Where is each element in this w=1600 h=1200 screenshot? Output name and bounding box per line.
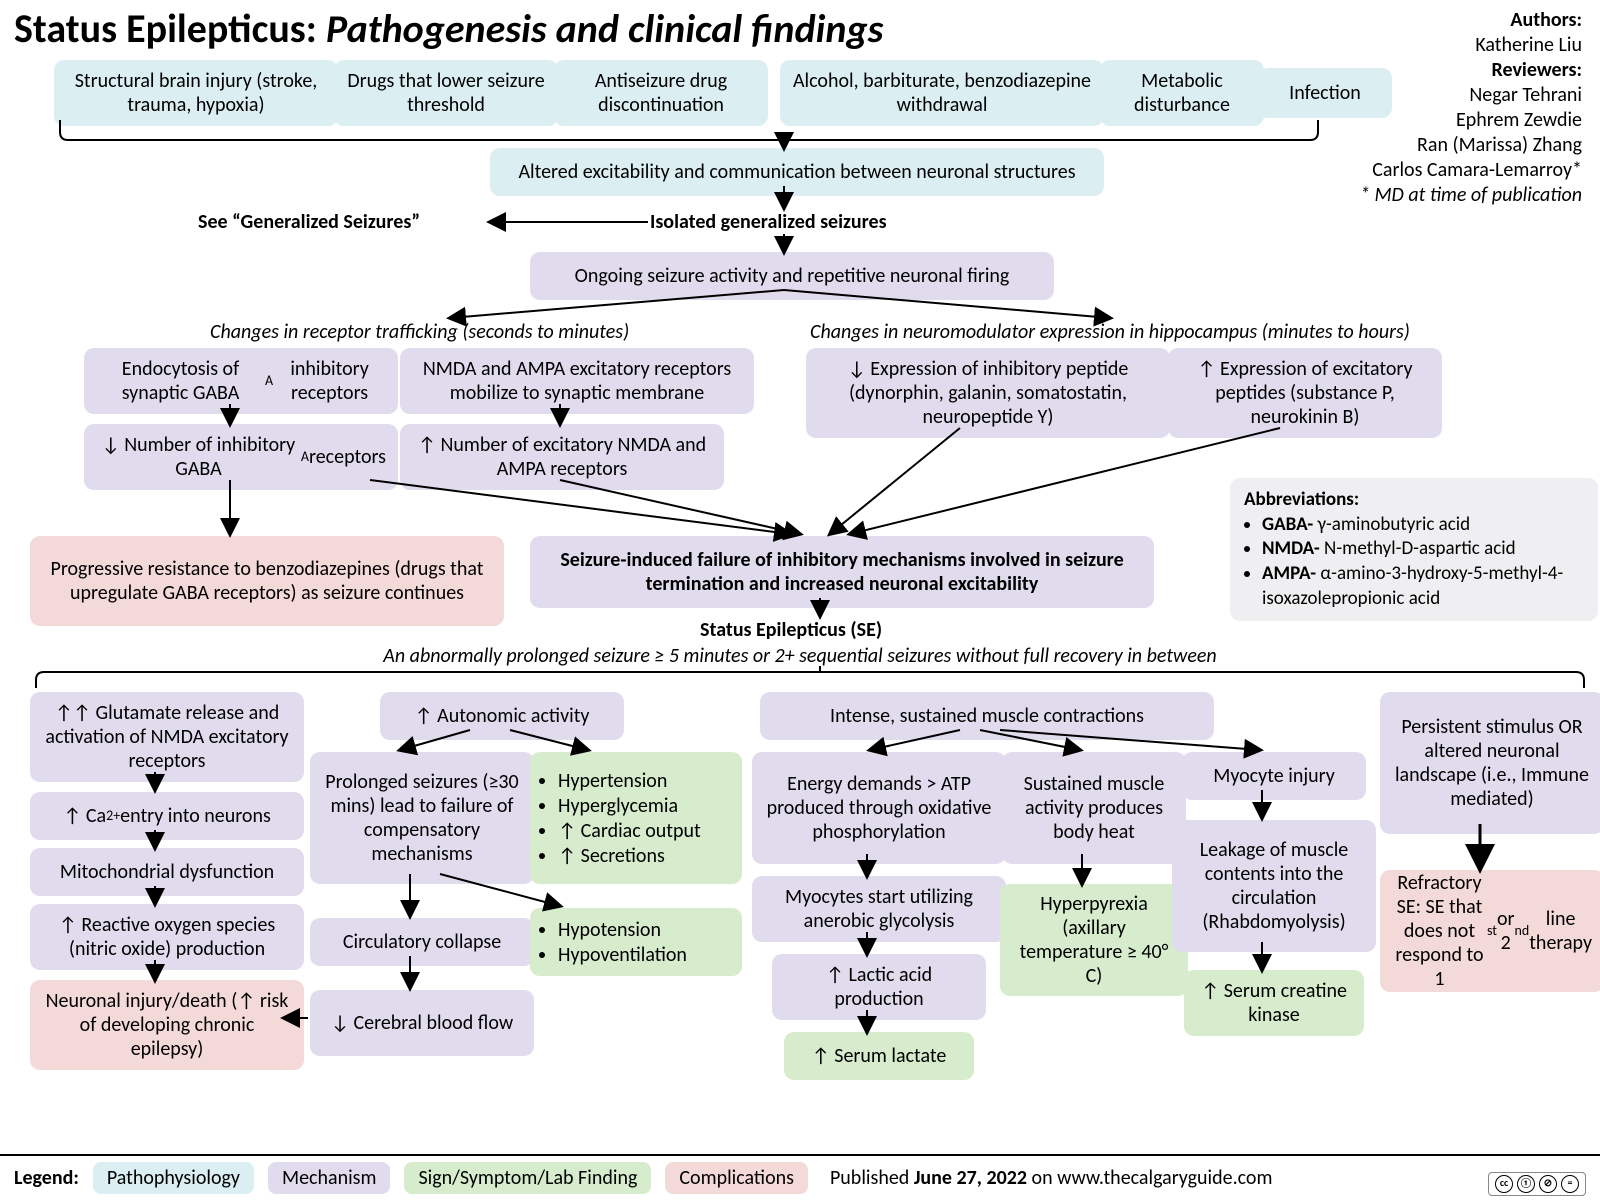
endocytosis-gaba: Endocytosis of synaptic GABAA inhibitory… — [84, 348, 398, 414]
page-title: Status Epilepticus: Pathogenesis and cli… — [14, 4, 883, 53]
refractory-se: Refractory SE: SE that does not respond … — [1380, 870, 1600, 992]
reviewer-1: Ephrem Zewdie — [1360, 108, 1582, 133]
neuronal-injury: Neuronal injury/death (↑ risk of develop… — [30, 980, 304, 1070]
serum-lactate: ↑ Serum lactate — [784, 1032, 974, 1080]
nmda-ampa-mobilize: NMDA and AMPA excitatory receptors mobil… — [400, 348, 754, 414]
lactic-acid: ↑ Lactic acid production — [772, 954, 986, 1020]
failure-inhibitory: Seizure-induced failure of inhibitory me… — [530, 536, 1154, 608]
inc-nmda-ampa: ↑ Number of excitatory NMDA and AMPA rec… — [400, 424, 724, 490]
late-signs: Hypotension Hypoventilation — [530, 908, 742, 976]
ca-entry: ↑ Ca2+ entry into neurons — [30, 792, 304, 840]
credits-note: * MD at time of publication — [1360, 183, 1582, 208]
title-main: Status Epilepticus: — [14, 4, 317, 53]
dec-gaba-receptors: ↓ Number of inhibitory GABAA receptors — [84, 424, 398, 490]
cause-infection: Infection — [1258, 68, 1392, 118]
hyperpyrexia: Hyperpyrexia (axillary temperature ≥ 40°… — [1000, 884, 1188, 996]
legend-pathophysiology: Pathophysiology — [93, 1162, 254, 1194]
title-sub: Pathogenesis and clinical findings — [326, 4, 884, 53]
abbrev-heading: Abbreviations: — [1244, 488, 1584, 513]
mito-dysfunction: Mitochondrial dysfunction — [30, 848, 304, 896]
cc-license-icon: cc①⊘= — [1488, 1172, 1586, 1196]
ros-production: ↑ Reactive oxygen species (nitric oxide)… — [30, 904, 304, 970]
altered-excitability: Altered excitability and communication b… — [490, 148, 1104, 196]
reviewers-label: Reviewers: — [1492, 58, 1582, 82]
creatine-kinase: ↑ Serum creatine kinase — [1184, 970, 1364, 1036]
legend-complications: Complications — [665, 1162, 808, 1194]
cause-withdrawal: Alcohol, barbiturate, benzodiazepine wit… — [780, 60, 1104, 126]
branch-right-title: Changes in neuromodulator expression in … — [810, 320, 1410, 344]
see-generalized: See “Generalized Seizures” — [198, 210, 420, 234]
isolated-seizures: Isolated generalized seizures — [650, 210, 887, 234]
reviewer-3: Carlos Camara-Lemarroy* — [1360, 158, 1582, 183]
authors-label: Authors: — [1510, 8, 1582, 32]
cerebral-blood-flow: ↓ Cerebral blood flow — [310, 990, 534, 1056]
prolonged-seizures: Prolonged seizures (≥30 mins) lead to fa… — [310, 752, 534, 884]
legend-label: Legend: — [14, 1166, 79, 1190]
ongoing-seizure: Ongoing seizure activity and repetitive … — [530, 252, 1054, 300]
cause-discontinuation: Antiseizure drug discontinuation — [554, 60, 768, 126]
legend-mechanism: Mechanism — [268, 1162, 391, 1194]
progressive-resistance: Progressive resistance to benzodiazepine… — [30, 536, 504, 626]
cause-structural: Structural brain injury (stroke, trauma,… — [54, 60, 338, 126]
circulatory-collapse: Circulatory collapse — [310, 918, 534, 966]
glutamate-release: ↑↑ Glutamate release and activation of N… — [30, 692, 304, 782]
cause-metabolic: Metabolic disturbance — [1100, 60, 1264, 126]
cause-drugs-lower: Drugs that lower seizure threshold — [334, 60, 558, 126]
reviewer-0: Negar Tehrani — [1360, 83, 1582, 108]
se-definition: An abnormally prolonged seizure ≥ 5 minu… — [340, 644, 1260, 668]
legend-sign: Sign/Symptom/Lab Finding — [404, 1162, 651, 1194]
legend-bar: Legend: Pathophysiology Mechanism Sign/S… — [0, 1154, 1600, 1200]
energy-demands: Energy demands > ATP produced through ox… — [752, 752, 1006, 864]
muscle-heat: Sustained muscle activity produces body … — [1002, 752, 1186, 864]
legend-published: Published June 27, 2022 on www.thecalgar… — [830, 1166, 1272, 1190]
credits-block: Authors: Katherine Liu Reviewers: Negar … — [1360, 8, 1582, 208]
autonomic-activity: ↑ Autonomic activity — [380, 692, 624, 740]
abbreviations-box: Abbreviations: GABA- γ-aminobutyric acid… — [1230, 478, 1598, 621]
dec-inhibitory-peptide: ↓ Expression of inhibitory peptide (dyno… — [806, 348, 1170, 438]
inc-excitatory-peptide: ↑ Expression of excitatory peptides (sub… — [1168, 348, 1442, 438]
reviewer-2: Ran (Marissa) Zhang — [1360, 133, 1582, 158]
persistent-stimulus: Persistent stimulus OR altered neuronal … — [1380, 692, 1600, 834]
se-title: Status Epilepticus (SE) — [700, 618, 882, 642]
rhabdomyolysis: Leakage of muscle contents into the circ… — [1172, 820, 1376, 952]
early-signs: Hypertension Hyperglycemia ↑ Cardiac out… — [530, 752, 742, 884]
branch-left-title: Changes in receptor trafficking (seconds… — [210, 320, 629, 344]
author-name: Katherine Liu — [1360, 33, 1582, 58]
myocyte-injury: Myocyte injury — [1182, 752, 1366, 800]
muscle-contractions: Intense, sustained muscle contractions — [760, 692, 1214, 740]
anaerobic-glycolysis: Myocytes start utilizing anerobic glycol… — [752, 876, 1006, 942]
